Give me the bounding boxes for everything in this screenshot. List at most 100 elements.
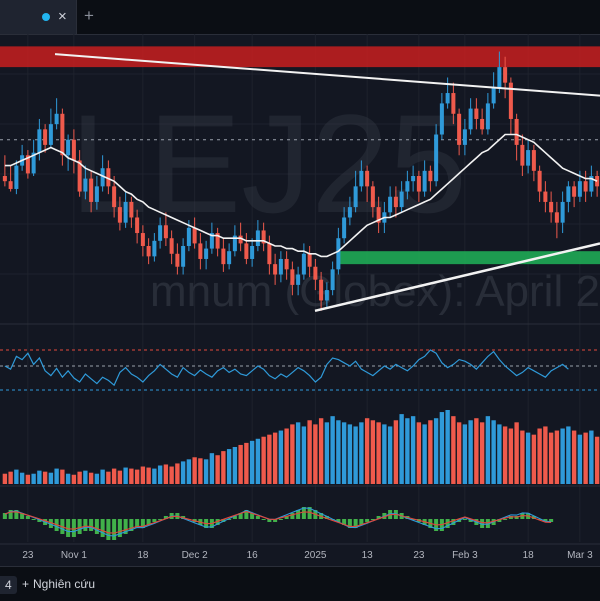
candle-body (480, 118, 485, 130)
volume-bar (25, 474, 31, 484)
macd-histogram-bar (376, 516, 381, 519)
chart-tab[interactable]: × (0, 0, 77, 34)
volume-bar (134, 469, 140, 484)
candle-body (198, 243, 203, 259)
macd-histogram-bar (370, 519, 375, 520)
research-button[interactable]: + Nghiên cứu (16, 575, 101, 593)
volume-bar (192, 457, 197, 484)
volume-bar (203, 459, 209, 484)
volume-bar (370, 420, 376, 484)
macd-histogram-bar (503, 519, 508, 520)
volume-bar (163, 464, 169, 484)
macd-histogram-bar (267, 519, 272, 522)
candle-body (106, 168, 111, 187)
candle-body (2, 176, 7, 182)
candle-body (66, 139, 71, 156)
candle-body (497, 67, 502, 88)
candle-body (537, 170, 542, 192)
candle-body (514, 118, 519, 145)
macd-histogram-bar (112, 519, 117, 540)
plus-icon[interactable]: + (84, 6, 94, 25)
volume-bar (290, 424, 295, 484)
volume-bar (123, 467, 128, 484)
volume-bar (548, 432, 554, 484)
candle-body (399, 191, 404, 208)
macd-histogram-bar (123, 519, 128, 534)
volume-bar (71, 474, 77, 484)
close-icon[interactable]: × (58, 8, 67, 25)
volume-bar (537, 428, 542, 484)
volume-bar (543, 426, 548, 484)
volume-bar (382, 424, 387, 484)
candle-body (330, 269, 335, 291)
lower-trendline (314, 242, 600, 313)
candle-body (238, 235, 243, 244)
rsi-line (4, 349, 569, 387)
candle-body (77, 160, 82, 192)
candle-body (411, 176, 416, 182)
volume-bar (100, 469, 105, 484)
macd-histogram-bar (20, 513, 25, 519)
volume-bar (554, 430, 560, 484)
candle-body (152, 240, 157, 257)
macd-histogram-bar (140, 519, 145, 528)
macd-histogram-bar (163, 516, 168, 519)
macd-histogram-bar (543, 519, 548, 522)
watermark-contract: mnum (Globex): April 20 (150, 267, 600, 316)
macd-histogram-bar (353, 519, 358, 528)
trading-chart[interactable]: LEJ25 mnum (Globex): April 20 23 Nov 1 18 Dec… (0, 34, 600, 566)
volume-bar (451, 416, 456, 484)
volume-bar (295, 422, 301, 484)
volume-bar (146, 467, 151, 484)
volume-bar (416, 422, 422, 484)
volume-bar (42, 471, 48, 484)
candle-body (566, 186, 571, 202)
macd-histogram-bar (342, 519, 347, 525)
volume-bar (485, 416, 491, 484)
volume-bar (301, 426, 307, 484)
candle-body (422, 170, 427, 192)
volume-bar (387, 426, 393, 484)
candle-body (71, 139, 76, 161)
candle-body (169, 238, 174, 254)
time-axis-tick: 13 (362, 550, 374, 561)
time-axis-tick: 18 (523, 550, 535, 561)
candle-body (60, 113, 65, 156)
volume-bar (249, 440, 255, 484)
volume-bar (589, 430, 594, 484)
volume-bar (330, 416, 335, 484)
candle-body (365, 170, 370, 187)
macd-histogram-bar (100, 519, 105, 537)
volume-bar (313, 424, 318, 484)
volume-bar (221, 451, 226, 484)
candle-body (278, 258, 283, 275)
macd-histogram-bar (307, 507, 312, 519)
candle-body (307, 253, 312, 267)
macd-histogram-bar (117, 519, 122, 537)
candle-body (347, 207, 352, 218)
candle-body (577, 181, 582, 197)
candle-body (549, 201, 554, 213)
time-axis-tick: 2025 (304, 550, 327, 561)
candle-body (342, 217, 347, 239)
volume-bar (215, 455, 220, 484)
macd-histogram-bar (14, 510, 19, 519)
macd-histogram-bar (158, 519, 163, 520)
bottom-bar: 4 + Nghiên cứu (0, 566, 600, 601)
candle-body (8, 181, 13, 189)
volume-bar (364, 418, 370, 484)
candle-body (31, 152, 36, 174)
macd-histogram-bar (485, 519, 490, 528)
candle-body (290, 269, 295, 285)
interval-label[interactable]: 4 (0, 576, 17, 594)
candle-body (163, 225, 168, 239)
macd-histogram-bar (451, 519, 456, 525)
volume-bar (14, 469, 19, 484)
volume-bar (261, 436, 266, 484)
candle-body (491, 87, 496, 104)
macd-histogram-bar (537, 519, 542, 520)
macd-histogram-bar (261, 519, 266, 520)
candle-body (296, 274, 301, 285)
candle-body (589, 176, 594, 192)
macd-histogram-bar (359, 519, 364, 525)
